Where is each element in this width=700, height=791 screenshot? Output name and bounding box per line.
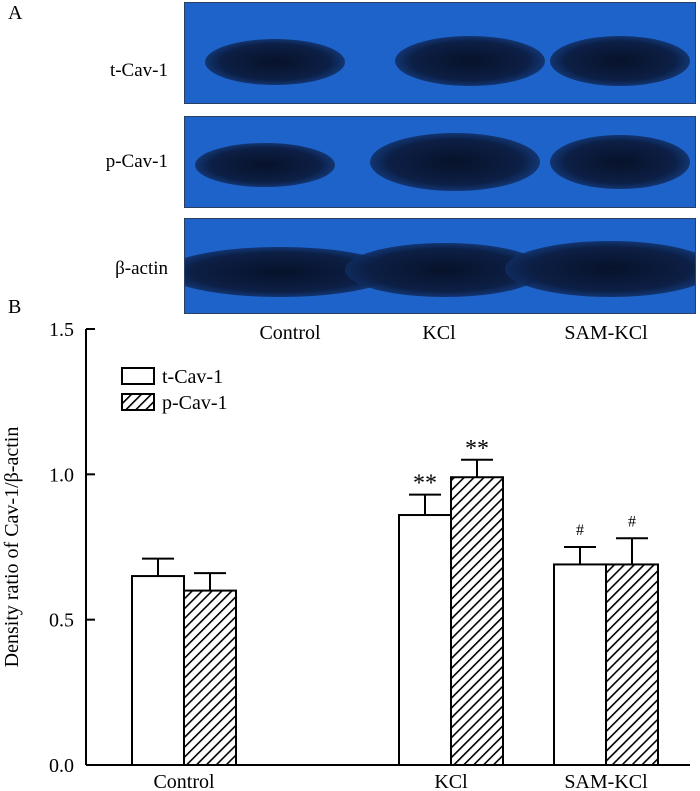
blot-row-label-beta-actin: β-actin xyxy=(115,258,168,279)
blot-band xyxy=(205,39,345,85)
blot-strip-t-cav1 xyxy=(184,2,696,104)
legend-label: p-Cav-1 xyxy=(162,392,228,414)
blot-strip-beta-actin xyxy=(184,218,696,314)
blot-band xyxy=(550,135,690,189)
y-axis-label: Density ratio of Cav-1/β-actin xyxy=(1,427,23,668)
y-tick-label: 0.0 xyxy=(49,755,74,777)
bar-p-cav-1 xyxy=(450,476,504,766)
lane-label-sam-kcl: SAM-KCl xyxy=(564,322,648,344)
y-tick-label: 0.5 xyxy=(49,610,74,632)
blot-strip-p-cav1 xyxy=(184,116,696,208)
significance-mark: # xyxy=(576,522,584,539)
bar-p-cav-1 xyxy=(183,589,237,766)
bar-t-cav-1 xyxy=(553,563,607,766)
x-tick-label: SAM-KCl xyxy=(564,771,648,791)
blot-band xyxy=(195,143,335,187)
blot-band xyxy=(550,36,690,86)
significance-mark: ** xyxy=(465,436,489,462)
legend-label: t-Cav-1 xyxy=(162,366,223,388)
y-tick-label: 1.5 xyxy=(49,319,74,341)
lane-label-kcl: KCl xyxy=(422,322,456,344)
x-tick-label: Control xyxy=(153,771,215,791)
blot-band xyxy=(370,133,540,191)
bar-p-cav-1 xyxy=(605,563,659,766)
significance-mark: # xyxy=(628,513,636,530)
y-tick-label: 1.0 xyxy=(49,464,74,486)
legend-swatch xyxy=(121,393,155,411)
bar-t-cav-1 xyxy=(131,575,185,766)
legend-swatch xyxy=(121,367,155,385)
x-tick-label: KCl xyxy=(434,771,468,791)
blot-band xyxy=(505,241,695,297)
blot-band xyxy=(395,36,545,86)
significance-mark: ** xyxy=(413,471,437,497)
blot-row-label-t-cav1: t-Cav-1 xyxy=(109,60,168,81)
panel-a-label: A xyxy=(8,2,23,24)
lane-label-control: Control xyxy=(259,322,321,344)
bar-t-cav-1 xyxy=(398,514,452,766)
panel-b-label: B xyxy=(8,296,22,318)
blot-row-label-p-cav1: p-Cav-1 xyxy=(105,151,168,172)
